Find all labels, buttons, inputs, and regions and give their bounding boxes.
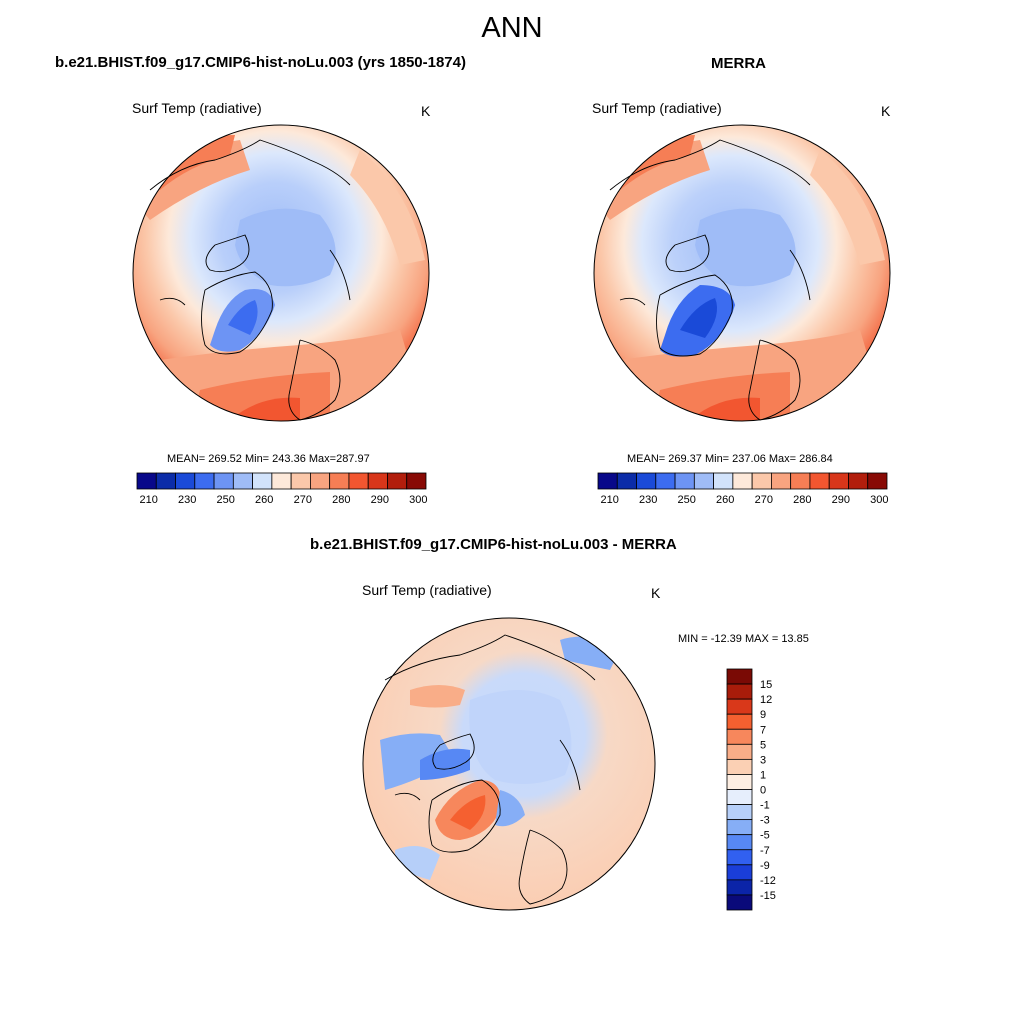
panel-2-colorbar-tick-label: 210 bbox=[600, 494, 618, 506]
panel-3-colorbar-swatch bbox=[726, 758, 753, 775]
panel-2-colorbar-swatch bbox=[713, 472, 734, 490]
panel-3-case-title: b.e21.BHIST.f09_g17.CMIP6-hist-noLu.003 … bbox=[310, 536, 677, 553]
panel-1-colorbar-swatch bbox=[271, 472, 292, 490]
panel-1-colorbar-swatch bbox=[387, 472, 408, 490]
panel-1-case-title: b.e21.BHIST.f09_g17.CMIP6-hist-noLu.003 … bbox=[55, 54, 466, 71]
panel-1-colorbar-swatch bbox=[367, 472, 388, 490]
panel-3-colorbar-swatch bbox=[726, 743, 753, 760]
panel-2-colorbar-swatch bbox=[597, 472, 618, 490]
panel-2-colorbar-swatch bbox=[828, 472, 849, 490]
panel-1-colorbar-tick-label: 250 bbox=[217, 494, 235, 506]
panel-1-colorbar-swatch bbox=[155, 472, 176, 490]
panel-3-colorbar-tick-label: -12 bbox=[760, 875, 776, 887]
panel-3-colorbar-tick-label: 7 bbox=[760, 724, 766, 736]
panel-2-colorbar-tick-label: 280 bbox=[793, 494, 811, 506]
panel-1-colorbar-swatch bbox=[406, 472, 427, 490]
panel-2-colorbar-tick-label: 290 bbox=[832, 494, 850, 506]
panel-2-colorbar-tick-label: 230 bbox=[639, 494, 657, 506]
panel-3-variable-label: Surf Temp (radiative) bbox=[362, 582, 492, 598]
panel-3-colorbar-tick-label: -15 bbox=[760, 890, 776, 902]
panel-2-colorbar-swatch bbox=[809, 472, 830, 490]
panel-3-colorbar-tick-label: 12 bbox=[760, 694, 772, 706]
panel-1-colorbar-swatch bbox=[252, 472, 273, 490]
panel-2-colorbar: 210 230 250 260 270 280 290 300 bbox=[597, 472, 889, 506]
panel-2-polar-map bbox=[593, 124, 891, 422]
panel-3-stats: MIN = -12.39 MAX = 13.85 bbox=[678, 633, 809, 645]
panel-1-colorbar-tick-label: 260 bbox=[255, 494, 273, 506]
panel-3-colorbar-tick-label: -9 bbox=[760, 860, 770, 872]
panel-1-units-label: K bbox=[421, 103, 431, 119]
panel-3-colorbar-swatch bbox=[726, 713, 753, 730]
panel-2-colorbar-swatch bbox=[616, 472, 637, 490]
panel-1-colorbar-swatch bbox=[329, 472, 350, 490]
panel-3-colorbar-tick-label: -3 bbox=[760, 815, 770, 827]
panel-2-units-label: K bbox=[881, 103, 891, 119]
panel-1-polar-map bbox=[132, 124, 430, 422]
panel-3-colorbar-swatch bbox=[726, 698, 753, 715]
panel-3-colorbar-swatch bbox=[726, 774, 753, 790]
panel-2-colorbar-swatch bbox=[867, 472, 888, 490]
panel-3-colorbar-swatch bbox=[726, 683, 753, 700]
panel-1-colorbar-swatch bbox=[194, 472, 215, 490]
panel-3-colorbar-swatch bbox=[726, 668, 753, 685]
panel-3-colorbar-tick-label: -7 bbox=[760, 845, 770, 857]
panel-3-colorbar-swatch bbox=[726, 894, 753, 911]
panel-2-colorbar-swatch bbox=[732, 472, 753, 490]
panel-1-variable-label: Surf Temp (radiative) bbox=[132, 100, 262, 116]
panel-3-colorbar-swatch bbox=[726, 789, 753, 805]
panel-1-stats: MEAN= 269.52 Min= 243.36 Max=287.97 bbox=[167, 453, 370, 465]
panel-3-colorbar: 15 12 9 7 5 3 1 0 -1 -3 -5 -7 -9 -12 -15 bbox=[726, 668, 776, 911]
panel-2-variable-label: Surf Temp (radiative) bbox=[592, 100, 722, 116]
panel-3-colorbar-tick-label: 15 bbox=[760, 679, 772, 691]
panel-3-colorbar-swatch bbox=[726, 834, 753, 851]
panel-2-colorbar-tick-label: 270 bbox=[755, 494, 773, 506]
panel-1-colorbar-tick-label: 290 bbox=[371, 494, 389, 506]
panel-1-colorbar-swatch bbox=[136, 472, 157, 490]
panel-2-case-title: MERRA bbox=[711, 55, 766, 72]
panel-2-colorbar-swatch bbox=[674, 472, 695, 490]
panel-2-colorbar-swatch bbox=[790, 472, 811, 490]
panel-2-colorbar-tick-label: 300 bbox=[870, 494, 888, 506]
panel-1-colorbar-tick-label: 280 bbox=[332, 494, 350, 506]
panel-3-colorbar-swatch bbox=[726, 864, 753, 881]
panel-3-colorbar-swatch bbox=[726, 879, 753, 896]
panel-3-colorbar-tick-label: 9 bbox=[760, 709, 766, 721]
panel-2-colorbar-tick-label: 250 bbox=[678, 494, 696, 506]
panel-2-colorbar-swatch bbox=[636, 472, 657, 490]
panel-1-colorbar-tick-label: 230 bbox=[178, 494, 196, 506]
panel-1-colorbar-swatch bbox=[348, 472, 369, 490]
panel-3-colorbar-swatch bbox=[726, 804, 753, 821]
panel-1-colorbar-tick-label: 300 bbox=[409, 494, 427, 506]
panel-3-colorbar-swatch bbox=[726, 849, 753, 866]
panel-1-colorbar-swatch bbox=[175, 472, 196, 490]
panel-1-colorbar-swatch bbox=[309, 472, 331, 490]
panel-3-colorbar-tick-label: -1 bbox=[760, 800, 770, 812]
panel-3-colorbar-swatch bbox=[726, 728, 753, 745]
panel-3-colorbar-tick-label: 0 bbox=[760, 785, 766, 797]
panel-3-colorbar-swatch bbox=[726, 819, 753, 836]
panel-2-colorbar-swatch bbox=[655, 472, 676, 490]
panel-3-colorbar-tick-label: 3 bbox=[760, 754, 766, 766]
panel-3-colorbar-tick-label: 1 bbox=[760, 769, 766, 781]
panel-1-colorbar-tick-label: 270 bbox=[294, 494, 312, 506]
panel-2-colorbar-swatch bbox=[693, 472, 714, 490]
panel-1-colorbar-swatch bbox=[213, 472, 234, 490]
panel-2-colorbar-swatch bbox=[751, 472, 772, 490]
figure-title: ANN bbox=[481, 12, 543, 44]
panel-1-colorbar: 210 230 250 260 270 280 290 300 bbox=[136, 472, 428, 506]
panel-2-colorbar-swatch bbox=[848, 472, 869, 490]
panel-1-colorbar-swatch bbox=[232, 472, 253, 490]
panel-1-colorbar-tick-label: 210 bbox=[139, 494, 157, 506]
panel-1-colorbar-swatch bbox=[290, 472, 311, 490]
panel-2-colorbar-tick-label: 260 bbox=[716, 494, 734, 506]
panel-3-polar-map bbox=[362, 617, 656, 911]
panel-2-stats: MEAN= 269.37 Min= 237.06 Max= 286.84 bbox=[627, 453, 833, 465]
panel-3-colorbar-tick-label: 5 bbox=[760, 739, 766, 751]
panel-3-colorbar-tick-label: -5 bbox=[760, 830, 770, 842]
panel-3-units-label: K bbox=[651, 585, 661, 601]
panel-2-colorbar-swatch bbox=[771, 472, 792, 490]
